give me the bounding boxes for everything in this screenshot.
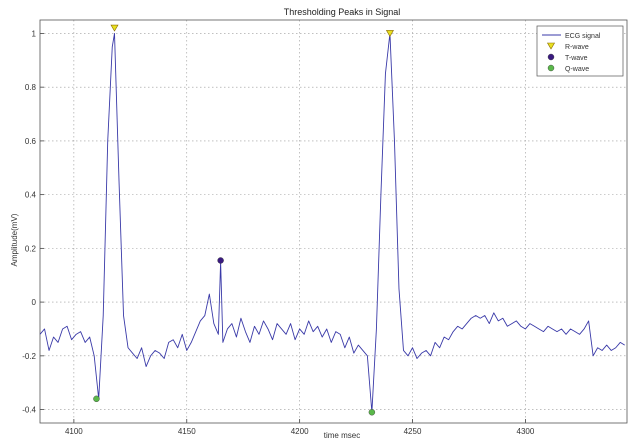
plot-area: 4100 4150 4200 4250 4300 -0.4 -0.2 0 0.2 0.4 0.6 0.… (22, 19, 628, 436)
x-tick-label: 4200 (291, 427, 309, 436)
x-tick-label: 4300 (517, 427, 535, 436)
y-tick-label: 0.8 (25, 83, 37, 92)
y-tick-label: -0.4 (22, 406, 36, 415)
plot-background (40, 20, 627, 423)
y-axis-label: Amplitude(mV) (10, 213, 19, 266)
ecg-signal-line (39, 32, 625, 413)
r-wave-marker (110, 24, 119, 32)
legend: ECG signal R-wave T-wave Q-wave (536, 25, 624, 77)
t-wave-marker (217, 257, 224, 264)
q-wave-marker (93, 395, 100, 403)
q-wave-marker (368, 409, 376, 416)
chart-title: Thresholding Peaks in Signal (284, 7, 401, 17)
legend-q-wave-swatch (547, 64, 555, 72)
legend-r-wave-swatch (546, 42, 556, 50)
plot-frame (39, 19, 628, 424)
legend-entry: Q-wave (565, 66, 589, 73)
x-tick-label: 4100 (65, 427, 83, 436)
x-tick-label: 4250 (404, 427, 422, 436)
x-tick-label: 4150 (178, 427, 196, 436)
legend-entry: T-wave (565, 55, 588, 62)
y-tick-label: 0.2 (25, 244, 37, 253)
legend-entry: R-wave (565, 44, 589, 51)
y-tick-label: 0.4 (25, 191, 37, 200)
legend-t-wave-swatch (547, 53, 555, 61)
r-wave-marker (385, 30, 394, 38)
y-tick-label: 1 (32, 29, 37, 38)
legend-entry: ECG signal (565, 33, 601, 40)
y-tick-label: 0.6 (25, 137, 37, 146)
y-tick-label: -0.2 (22, 352, 36, 361)
y-tick-label: 0 (32, 298, 37, 307)
x-axis-label: time msec (324, 431, 360, 440)
